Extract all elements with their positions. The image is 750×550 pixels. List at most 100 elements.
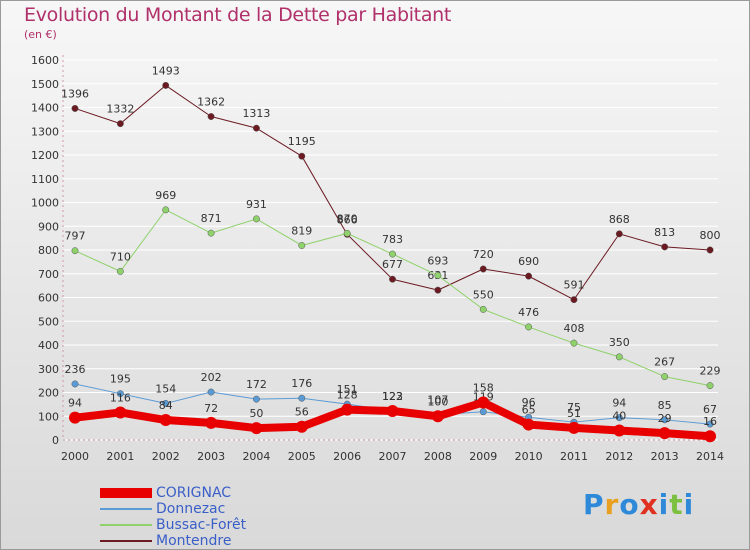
data-point: [205, 416, 218, 429]
data-point: [434, 271, 442, 279]
data-label: 195: [110, 373, 131, 386]
data-point: [613, 424, 626, 437]
data-point: [207, 113, 215, 120]
data-label: 969: [155, 189, 176, 202]
data-point: [69, 411, 81, 424]
series-corignac: 94 116 84 72 50 56 128 122 100 158 65 51 40 29 16: [68, 381, 717, 443]
data-point: [250, 422, 263, 435]
data-label: 202: [201, 371, 222, 384]
data-label: 267: [654, 356, 675, 369]
data-label: 783: [382, 233, 403, 246]
x-tick-label: 2009: [469, 450, 497, 463]
data-label: 128: [337, 389, 358, 402]
data-point: [116, 120, 124, 128]
data-point: [479, 265, 487, 273]
data-point: [615, 230, 623, 238]
chart-title: Evolution du Montant de la Dette par Hab…: [24, 4, 452, 26]
data-point: [525, 323, 533, 331]
data-point: [479, 408, 487, 416]
data-label: 151: [337, 383, 358, 396]
data-label: 84: [159, 399, 173, 412]
data-label: 866: [337, 213, 358, 226]
data-point: [431, 410, 444, 423]
y-tick-label: 1100: [31, 173, 59, 186]
data-label: 476: [518, 306, 539, 319]
x-tick-label: 2002: [152, 450, 180, 463]
x-tick-label: 2000: [61, 450, 89, 463]
data-label: 408: [563, 322, 584, 335]
data-label: 172: [246, 378, 267, 391]
data-label: 100: [427, 395, 448, 408]
y-tick-label: 1600: [31, 54, 59, 67]
data-point: [252, 215, 260, 223]
data-point: [114, 406, 127, 419]
y-tick-label: 1000: [31, 197, 59, 210]
data-point: [295, 420, 308, 433]
x-tick-label: 2008: [424, 450, 452, 463]
data-label: 1493: [152, 64, 180, 77]
legend-swatch: [100, 508, 152, 510]
legend-label: CORIGNAC: [156, 485, 232, 501]
y-tick-label: 0: [52, 434, 59, 447]
data-point: [434, 286, 442, 294]
data-point: [252, 395, 260, 403]
legend-item: CORIGNAC: [100, 485, 231, 501]
data-point: [159, 414, 172, 427]
data-label: 116: [110, 391, 131, 404]
y-tick-label: 1500: [31, 78, 59, 91]
x-tick-label: 2007: [379, 450, 407, 463]
data-label: 16: [703, 415, 717, 428]
data-label: 96: [522, 396, 536, 409]
x-tick-label: 2011: [560, 450, 588, 463]
data-point: [570, 296, 578, 304]
y-tick-label: 1200: [31, 149, 59, 162]
x-tick-label: 2014: [696, 450, 724, 463]
data-point: [704, 430, 717, 443]
legend-item: Bussac-Forêt: [100, 517, 246, 533]
x-tick-label: 2012: [605, 450, 633, 463]
data-label: 931: [246, 198, 267, 211]
data-point: [162, 206, 170, 214]
legend-item: Montendre: [100, 533, 231, 549]
data-label: 158: [473, 381, 494, 394]
y-tick-label: 100: [38, 410, 59, 423]
data-label: 800: [700, 229, 721, 242]
data-label: 40: [612, 410, 626, 423]
data-point: [706, 382, 714, 390]
data-point: [567, 421, 580, 434]
x-tick-label: 2003: [197, 450, 225, 463]
data-point: [252, 124, 260, 132]
data-label: 693: [427, 254, 448, 267]
data-point: [207, 229, 215, 237]
data-label: 75: [567, 401, 581, 414]
x-tick-label: 2005: [288, 450, 316, 463]
data-point: [116, 267, 124, 275]
data-point: [477, 396, 490, 409]
data-point: [298, 242, 306, 249]
data-label: 1195: [288, 135, 316, 148]
data-label: 94: [612, 397, 626, 410]
y-tick-label: 600: [38, 292, 59, 305]
x-tick-label: 2006: [333, 450, 361, 463]
proxiti-logo: Proxiti: [583, 488, 695, 521]
y-tick-label: 200: [38, 387, 59, 400]
x-tick-label: 2004: [242, 450, 270, 463]
data-label: 591: [563, 279, 584, 292]
data-label: 690: [518, 255, 539, 268]
data-point: [525, 272, 533, 280]
data-label: 868: [609, 213, 630, 226]
legend-swatch: [100, 524, 152, 526]
y-tick-label: 500: [38, 315, 59, 328]
data-label: 107: [427, 394, 448, 407]
y-tick-label: 300: [38, 363, 59, 376]
data-label: 1332: [106, 103, 134, 116]
x-tick-label: 2010: [515, 450, 543, 463]
data-point: [706, 246, 714, 254]
data-label: 813: [654, 226, 675, 239]
data-label: 797: [65, 230, 86, 243]
legend-swatch: [100, 488, 152, 498]
data-label: 819: [291, 224, 312, 237]
data-point: [522, 418, 535, 431]
